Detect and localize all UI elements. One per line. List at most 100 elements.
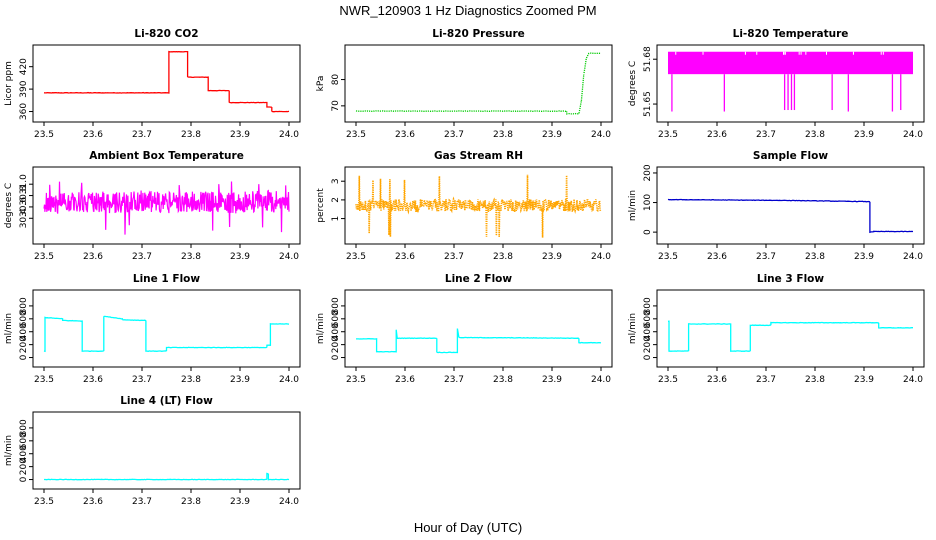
x-tick-label-line4-0: 23.5 xyxy=(34,497,54,507)
plot-frame-temp xyxy=(656,44,925,123)
panel-title-line4: Line 4 (LT) Flow xyxy=(120,395,213,407)
series-line-ambient xyxy=(43,181,290,235)
series-line-rh xyxy=(355,174,602,238)
y-tick-label-line1-2: 400 xyxy=(19,323,29,340)
y-tick-label-temp-1: 51.68 xyxy=(643,46,653,72)
panel-co2: Li-820 CO2 23.5 23.6 23.7 23.8 23.9 24.0 360 390… xyxy=(4,28,301,140)
x-tick-label-line1-1: 23.6 xyxy=(83,375,103,385)
y-tick-label-ambient-0: 30.4 xyxy=(19,208,29,228)
x-tick-label-sample-5: 24.0 xyxy=(903,252,923,262)
x-tick-label-ambient-2: 23.7 xyxy=(132,252,152,262)
series-line-co2 xyxy=(43,50,290,113)
panel-ambient: Ambient Box Temperature 23.5 23.6 23.7 23.8 2… xyxy=(4,150,301,262)
y-tick-label-sample-2: 200 xyxy=(643,164,653,181)
y-axis-label-rh: percent xyxy=(316,188,326,223)
y-tick-label-line1-0: 0 xyxy=(19,354,29,360)
series-ambient xyxy=(43,181,290,235)
x-tick-label-line3-2: 23.7 xyxy=(756,375,776,385)
x-tick-label-line4-2: 23.7 xyxy=(132,497,152,507)
y-tick-label-line2-1: 200 xyxy=(331,336,341,353)
y-axis-label-temp: degrees C xyxy=(628,61,638,106)
x-tick-label-rh-4: 23.9 xyxy=(542,252,562,262)
x-tick-label-pressure-3: 23.8 xyxy=(493,130,513,140)
x-tick-label-line1-4: 23.9 xyxy=(230,375,250,385)
y-tick-label-line1-4: 800 xyxy=(19,297,29,314)
y-tick-label-line4-0: 0 xyxy=(19,476,29,482)
y-axis-label-line1: ml/min xyxy=(4,313,14,344)
y-tick-label-line3-3: 600 xyxy=(643,310,653,327)
x-tick-label-line1-0: 23.5 xyxy=(34,375,54,385)
y-tick-label-line4-4: 800 xyxy=(19,419,29,436)
x-tick-label-ambient-3: 23.8 xyxy=(181,252,201,262)
x-tick-label-co2-0: 23.5 xyxy=(34,130,54,140)
panel-temp: Li-820 Temperature 23.5 23.6 23.7 23.8 23.9 24… xyxy=(628,28,925,140)
x-tick-label-sample-3: 23.8 xyxy=(805,252,825,262)
y-tick-label-line1-3: 600 xyxy=(19,310,29,327)
y-tick-label-rh-0: 1 xyxy=(331,216,341,222)
plot-frame-line4 xyxy=(32,411,301,490)
x-tick-label-pressure-2: 23.7 xyxy=(444,130,464,140)
x-tick-label-line2-3: 23.8 xyxy=(493,375,513,385)
y-tick-label-line4-3: 600 xyxy=(19,432,29,449)
y-tick-label-line2-2: 400 xyxy=(331,323,341,340)
x-tick-label-ambient-1: 23.6 xyxy=(83,252,103,262)
series-line-pressure xyxy=(355,52,601,115)
panel-pressure: Li-820 Pressure 23.5 23.6 23.7 23.8 23.9 24.0 7… xyxy=(316,28,613,140)
x-tick-label-sample-0: 23.5 xyxy=(658,252,678,262)
panel-title-rh: Gas Stream RH xyxy=(434,150,523,162)
y-tick-label-line2-3: 600 xyxy=(331,310,341,327)
series-line3 xyxy=(667,320,913,352)
y-tick-label-line3-2: 400 xyxy=(643,323,653,340)
x-tick-label-co2-3: 23.8 xyxy=(181,130,201,140)
panel-line3: Line 3 Flow 23.5 23.6 23.7 23.8 23.9 24.0 02004… xyxy=(628,273,925,385)
y-axis-label-sample: ml/min xyxy=(628,190,638,221)
x-tick-label-line3-4: 23.9 xyxy=(854,375,874,385)
x-tick-label-pressure-4: 23.9 xyxy=(542,130,562,140)
x-tick-label-line2-5: 24.0 xyxy=(591,375,611,385)
series-band-temp xyxy=(668,51,913,75)
figure-title: NWR_120903 1 Hz Diagnostics Zoomed PM xyxy=(339,3,596,18)
series-line-sample xyxy=(667,198,914,234)
x-tick-label-pressure-1: 23.6 xyxy=(395,130,415,140)
y-tick-label-line3-4: 800 xyxy=(643,297,653,314)
panel-line2: Line 2 Flow 23.5 23.6 23.7 23.8 23.9 24.0 02004… xyxy=(316,273,613,385)
x-tick-label-co2-4: 23.9 xyxy=(230,130,250,140)
panel-title-co2: Li-820 CO2 xyxy=(134,28,198,40)
y-axis-label-pressure: kPa xyxy=(316,76,326,92)
x-tick-label-line1-3: 23.8 xyxy=(181,375,201,385)
y-tick-label-line1-1: 200 xyxy=(19,336,29,353)
series-line-line4 xyxy=(44,472,290,481)
y-tick-label-ambient-2: 30.8 xyxy=(19,185,29,205)
y-tick-label-line2-4: 800 xyxy=(331,297,341,314)
x-tick-label-line2-4: 23.9 xyxy=(542,375,562,385)
x-tick-label-temp-2: 23.7 xyxy=(756,130,776,140)
y-tick-label-line4-1: 200 xyxy=(19,458,29,475)
y-tick-label-rh-1: 2 xyxy=(331,197,341,203)
series-temp xyxy=(668,51,913,112)
x-tick-label-line4-5: 24.0 xyxy=(279,497,299,507)
x-tick-label-ambient-4: 23.9 xyxy=(230,252,250,262)
panel-rh: Gas Stream RH 23.5 23.6 23.7 23.8 23.9 24.0 1 2 3… xyxy=(316,150,613,262)
x-tick-label-ambient-5: 24.0 xyxy=(279,252,299,262)
x-tick-label-temp-1: 23.6 xyxy=(707,130,727,140)
x-tick-label-co2-5: 24.0 xyxy=(279,130,299,140)
y-tick-label-pressure-0: 70 xyxy=(331,100,341,112)
y-tick-label-line3-0: 0 xyxy=(643,354,653,360)
x-tick-label-line3-5: 24.0 xyxy=(903,375,923,385)
series-line1 xyxy=(43,315,290,353)
x-tick-label-pressure-0: 23.5 xyxy=(346,130,366,140)
series-co2 xyxy=(43,50,290,113)
x-tick-label-line1-2: 23.7 xyxy=(132,375,152,385)
x-tick-label-rh-5: 24.0 xyxy=(591,252,611,262)
x-tick-label-line2-2: 23.7 xyxy=(444,375,464,385)
panels-grid: Li-820 CO2 23.5 23.6 23.7 23.8 23.9 24.0 360 390… xyxy=(4,28,925,507)
y-axis-label-line3: ml/min xyxy=(628,313,638,344)
series-line-line3 xyxy=(667,320,913,352)
x-tick-label-line3-1: 23.6 xyxy=(707,375,727,385)
y-tick-label-sample-1: 100 xyxy=(643,194,653,211)
y-tick-label-line3-1: 200 xyxy=(643,336,653,353)
plot-frame-co2 xyxy=(32,44,301,123)
series-sample xyxy=(667,198,914,234)
x-tick-label-rh-2: 23.7 xyxy=(444,252,464,262)
